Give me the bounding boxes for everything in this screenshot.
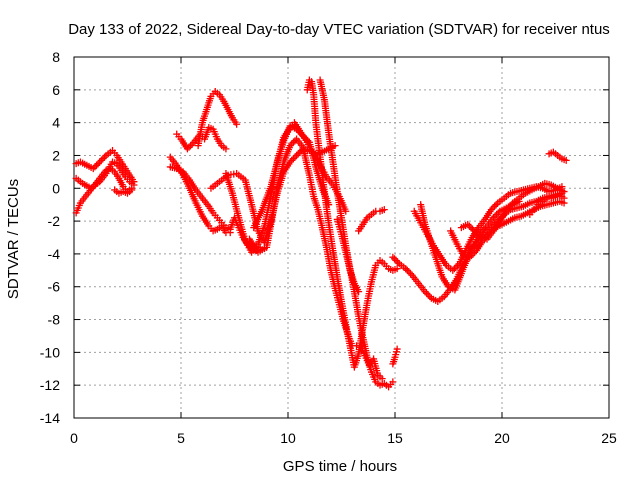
y-axis-label: SDTVAR / TECUs (5, 179, 22, 299)
track-markers (73, 165, 134, 214)
track-markers (304, 78, 399, 369)
data-point (470, 227, 478, 235)
series-track (333, 215, 363, 296)
data-point (293, 151, 301, 159)
series-track (111, 186, 136, 197)
series-track (303, 76, 401, 371)
x-tick-label: 10 (280, 430, 296, 446)
data-point (96, 158, 104, 166)
x-tick-label: 25 (601, 430, 617, 446)
track-markers (74, 148, 136, 183)
data-markers (72, 76, 570, 391)
series-track (355, 206, 388, 235)
plot-frame (73, 56, 610, 419)
series-track (545, 148, 570, 164)
track-markers (547, 149, 568, 164)
x-tick-label: 20 (494, 430, 510, 446)
x-tick-label: 15 (387, 430, 403, 446)
x-axis-label: GPS time / hours (283, 458, 397, 475)
track-markers (113, 188, 134, 196)
series-track (389, 345, 401, 368)
track-markers (334, 218, 362, 294)
y-tick-label: 2 (52, 147, 60, 163)
y-tick-label: -12 (40, 377, 60, 393)
y-tick-label: -14 (40, 410, 60, 426)
track-markers (356, 206, 386, 233)
series-track (526, 191, 568, 219)
y-tick-label: 4 (52, 115, 60, 131)
x-tick-label: 5 (177, 430, 185, 446)
track-markers (317, 78, 395, 389)
y-tick-label: 0 (52, 180, 60, 196)
data-point (468, 243, 476, 251)
y-tick-label: -6 (48, 279, 61, 295)
track-markers (528, 192, 566, 216)
y-tick-label: 8 (52, 49, 60, 65)
track-markers (390, 348, 400, 366)
y-tick-label: 6 (52, 82, 60, 98)
track-markers (195, 89, 239, 147)
data-point (389, 253, 397, 261)
series-track (194, 87, 241, 150)
series-track (173, 124, 230, 153)
axis-ticks: 0 5 10 15 20 25 -14 -12 -10 -8 -6 -4 -2 0 2 4 6 8 (40, 49, 617, 446)
chart-title: Day 133 of 2022, Sidereal Day-to-day VTE… (68, 21, 610, 38)
x-tick-label: 0 (70, 430, 78, 446)
grid (74, 57, 609, 418)
y-tick-label: -4 (48, 246, 61, 262)
y-tick-label: -2 (48, 213, 61, 229)
y-tick-label: -10 (40, 344, 60, 360)
y-tick-label: -8 (48, 312, 61, 328)
